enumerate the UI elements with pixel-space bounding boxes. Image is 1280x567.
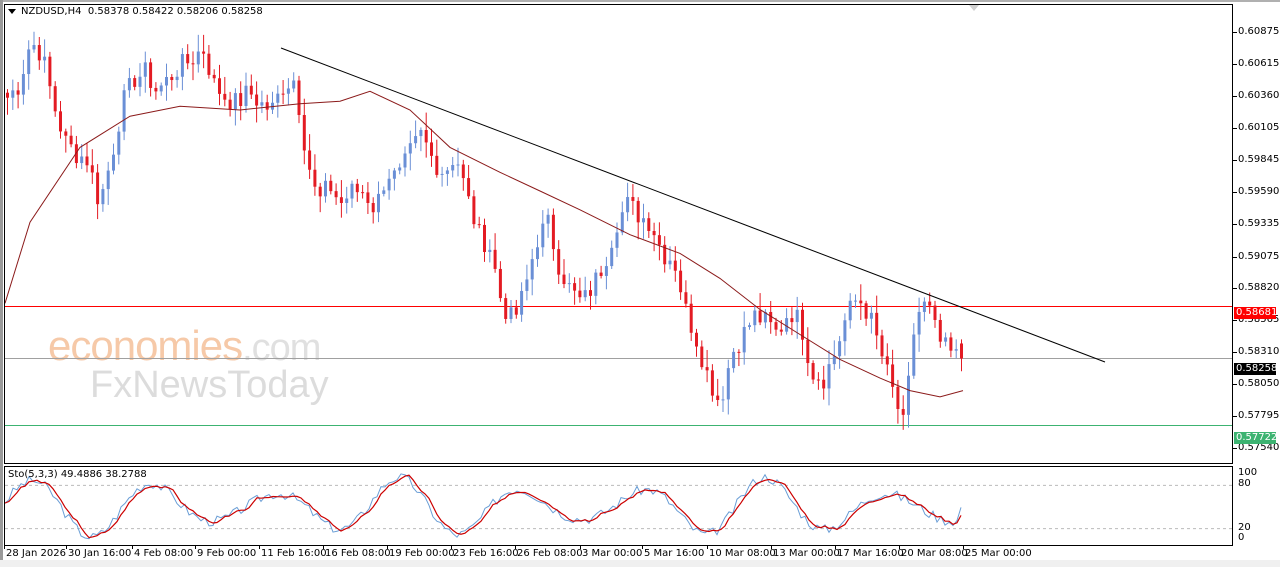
status-bar bbox=[0, 560, 1280, 567]
price-label: 0.58820 bbox=[1238, 282, 1280, 294]
time-tick bbox=[771, 545, 772, 549]
stochastic-signal-line bbox=[5, 474, 962, 539]
stochastic-main-line bbox=[5, 473, 962, 540]
time-tick bbox=[899, 545, 900, 549]
price-label: 0.58565 bbox=[1238, 314, 1280, 326]
price-label: 0.59845 bbox=[1238, 154, 1280, 166]
price-tick bbox=[1233, 448, 1237, 449]
time-label: 25 Mar 00:00 bbox=[965, 548, 1032, 559]
price-label: 0.60615 bbox=[1238, 58, 1280, 70]
time-label: 10 Mar 08:00 bbox=[709, 548, 776, 559]
price-label: 0.59075 bbox=[1238, 250, 1280, 262]
price-label: 0.58050 bbox=[1238, 378, 1280, 390]
price-label: 0.57795 bbox=[1238, 410, 1280, 422]
time-label: 30 Jan 16:00 bbox=[68, 548, 132, 559]
current-price-tag: 0.58258 bbox=[1234, 363, 1278, 375]
time-label: 11 Feb 16:00 bbox=[261, 548, 327, 559]
price-tick bbox=[1233, 128, 1237, 130]
time-label: 4 Feb 08:00 bbox=[134, 548, 194, 559]
price-tick bbox=[1233, 351, 1237, 353]
price-tick bbox=[1233, 192, 1237, 194]
moving-average-line bbox=[5, 90, 964, 398]
price-label: 0.59590 bbox=[1238, 186, 1280, 198]
time-label: 17 Mar 16:00 bbox=[837, 548, 904, 559]
time-tick bbox=[132, 545, 133, 549]
stoch-level-20: 20 bbox=[1238, 522, 1251, 533]
price-tick bbox=[1233, 288, 1237, 290]
price-label: 0.58310 bbox=[1238, 345, 1280, 357]
watermark-fxnewstoday: FxNewsToday bbox=[90, 364, 329, 406]
watermark-economies: economies.com bbox=[48, 322, 321, 369]
time-tick bbox=[4, 545, 5, 549]
time-tick bbox=[580, 545, 581, 549]
time-tick bbox=[963, 545, 964, 549]
chart-title: NZDUSD,H4 0.58378 0.58422 0.58206 0.5825… bbox=[8, 6, 263, 17]
window-left-border bbox=[0, 0, 3, 567]
price-tick bbox=[1233, 320, 1237, 322]
price-label: 0.60105 bbox=[1238, 122, 1280, 134]
time-tick bbox=[259, 545, 260, 549]
price-label: 0.59335 bbox=[1238, 218, 1280, 230]
stochastic-label: Sto(5,3,3) 49.4886 38.2788 bbox=[8, 469, 147, 480]
support-price-tag: 0.57722 bbox=[1234, 432, 1278, 444]
price-label: 0.57540 bbox=[1238, 442, 1280, 453]
time-label: 28 Jan 2026 bbox=[6, 548, 66, 559]
price-tick bbox=[1233, 416, 1237, 418]
time-tick bbox=[451, 545, 452, 549]
time-label: 16 Feb 08:00 bbox=[325, 548, 391, 559]
time-tick bbox=[195, 545, 196, 549]
time-tick bbox=[387, 545, 388, 549]
time-label: 20 Mar 08:00 bbox=[901, 548, 968, 559]
price-tick bbox=[1233, 32, 1237, 33]
descending-trendline bbox=[280, 47, 1106, 363]
price-tick bbox=[1233, 160, 1237, 162]
price-tick bbox=[1233, 384, 1237, 386]
price-tick bbox=[1233, 96, 1237, 98]
time-label: 9 Feb 00:00 bbox=[197, 548, 257, 559]
time-label: 23 Feb 16:00 bbox=[453, 548, 519, 559]
time-label: 3 Mar 00:00 bbox=[582, 548, 643, 559]
time-label: 13 Mar 00:00 bbox=[773, 548, 840, 559]
candles bbox=[6, 31, 963, 430]
time-label: 26 Feb 08:00 bbox=[517, 548, 583, 559]
resistance-price-tag: 0.58681 bbox=[1234, 307, 1278, 319]
time-tick bbox=[642, 545, 643, 549]
stoch-level-0: 0 bbox=[1238, 532, 1245, 543]
time-tick bbox=[707, 545, 708, 549]
price-label: 0.60875 bbox=[1238, 26, 1280, 37]
stoch-level-80: 80 bbox=[1238, 478, 1251, 489]
price-tick bbox=[1233, 64, 1237, 66]
time-tick bbox=[323, 545, 324, 549]
stoch-level-100: 100 bbox=[1238, 467, 1258, 478]
dropdown-triangle-icon[interactable] bbox=[8, 8, 16, 14]
time-tick bbox=[835, 545, 836, 549]
time-tick bbox=[66, 545, 67, 549]
time-label: 19 Feb 00:00 bbox=[389, 548, 455, 559]
price-label: 0.60360 bbox=[1238, 90, 1280, 102]
price-tick bbox=[1233, 256, 1237, 258]
chart-shift-marker-icon[interactable] bbox=[969, 5, 979, 11]
time-tick bbox=[515, 545, 516, 549]
ohlc-values: 0.58378 0.58422 0.58206 0.58258 bbox=[87, 6, 263, 17]
window-top-border bbox=[0, 0, 1280, 2]
symbol-timeframe: NZDUSD,H4 bbox=[21, 6, 82, 17]
price-tick bbox=[1233, 224, 1237, 226]
time-label: 5 Mar 16:00 bbox=[644, 548, 705, 559]
